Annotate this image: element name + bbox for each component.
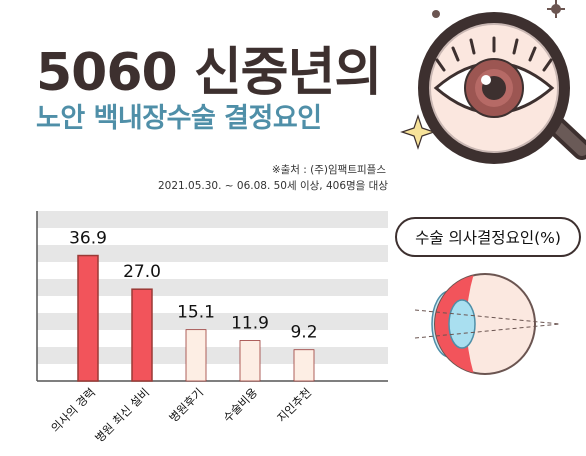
grid-band xyxy=(37,211,388,228)
category-label-5: 지인추천 xyxy=(274,385,314,425)
bar-2 xyxy=(131,288,153,382)
value-label-3: 15.1 xyxy=(177,303,215,323)
value-label-4: 11.9 xyxy=(231,314,269,334)
grid-band xyxy=(37,313,388,330)
value-label-1: 36.9 xyxy=(69,229,107,249)
page-subtitle: 노안 백내장수술 결정요인 xyxy=(36,103,322,134)
bar-4 xyxy=(239,340,261,382)
bar-1 xyxy=(77,254,99,382)
legend-label: 수술 의사결정요인(%) xyxy=(395,217,581,257)
category-label-4: 수술비용 xyxy=(220,385,260,425)
survey-period-note: 2021.05.30. ~ 06.08. 50세 이상, 406명을 대상 xyxy=(157,180,388,192)
category-label-1: 의사의 경력 xyxy=(48,385,98,435)
bar-3 xyxy=(185,329,207,382)
value-label-2: 27.0 xyxy=(123,262,161,282)
value-label-5: 9.2 xyxy=(290,323,317,343)
grid-band xyxy=(37,279,388,296)
bar-5 xyxy=(293,349,315,382)
page-title: 5060 신중년의 xyxy=(36,43,382,103)
grid-band xyxy=(37,245,388,262)
source-note: ※출처 : (주)임팩트피플스 xyxy=(271,164,386,176)
category-label-2: 병원 최신 설비 xyxy=(92,385,152,445)
category-label-3: 병원후기 xyxy=(166,385,206,425)
